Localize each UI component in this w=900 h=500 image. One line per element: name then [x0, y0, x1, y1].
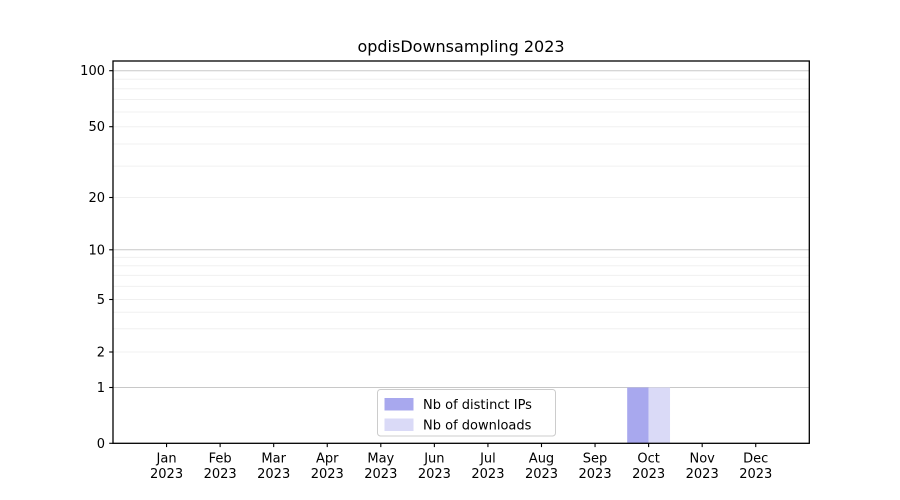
x-tick-label-month-feb: Feb — [209, 452, 232, 467]
bar-oct-2023-nb-of-downloads — [648, 387, 671, 444]
x-tick-label-month-apr: Apr — [316, 452, 339, 467]
x-tick-label-year-jan: 2023 — [150, 467, 183, 482]
legend-swatch-downloads — [384, 418, 414, 431]
x-tick-label-month-may: May — [367, 452, 394, 467]
legend: Nb of distinct IPs Nb of downloads — [377, 389, 556, 437]
y-tick-label-1: 1 — [97, 381, 105, 396]
plot-frame — [112, 60, 810, 444]
x-tick-label-month-sep: Sep — [583, 452, 608, 467]
major-gridlines — [113, 70, 810, 388]
x-tick-label-year-aug: 2023 — [525, 467, 558, 482]
x-tick-label-month-nov: Nov — [689, 452, 715, 467]
legend-box — [377, 389, 556, 437]
x-tick-label-month-jul: Jul — [479, 452, 496, 467]
x-tick-label-year-jul: 2023 — [471, 467, 504, 482]
x-tick-label-year-oct: 2023 — [632, 467, 665, 482]
minor-gridlines — [113, 78, 810, 353]
x-tick-label-year-jun: 2023 — [418, 467, 451, 482]
y-tick-label-2: 2 — [97, 346, 105, 361]
x-tick-label-month-oct: Oct — [637, 452, 659, 467]
bar-oct-2023-nb-of-distinct-ips — [627, 387, 649, 444]
x-tick-label-year-sep: 2023 — [579, 467, 612, 482]
legend-swatch-distinct-ips — [384, 398, 414, 411]
x-tick-label-year-nov: 2023 — [686, 467, 719, 482]
x-tick-label-year-mar: 2023 — [257, 467, 290, 482]
axis-tick-labels: 0125102050100Jan2023Feb2023Mar2023Apr202… — [80, 64, 772, 482]
legend-label-downloads: Nb of downloads — [423, 419, 532, 434]
bars-layer — [627, 387, 671, 444]
y-tick-label-5: 5 — [97, 293, 105, 308]
x-tick-label-month-mar: Mar — [261, 452, 286, 467]
x-tick-label-year-feb: 2023 — [204, 467, 237, 482]
x-tick-label-month-dec: Dec — [743, 452, 768, 467]
y-tick-label-20: 20 — [88, 191, 105, 206]
x-tick-label-month-jun: Jun — [423, 452, 444, 467]
y-tick-label-50: 50 — [88, 120, 105, 135]
x-tick-label-month-aug: Aug — [529, 452, 554, 467]
y-tick-label-0: 0 — [97, 437, 105, 452]
legend-label-distinct-ips: Nb of distinct IPs — [423, 398, 532, 413]
x-tick-label-year-apr: 2023 — [311, 467, 344, 482]
y-tick-label-100: 100 — [80, 64, 105, 79]
chart-title: opdisDownsampling 2023 — [357, 37, 564, 56]
x-tick-label-year-may: 2023 — [364, 467, 397, 482]
y-tick-label-10: 10 — [88, 243, 105, 258]
x-tick-label-month-jan: Jan — [156, 452, 177, 467]
x-tick-label-year-dec: 2023 — [739, 467, 772, 482]
